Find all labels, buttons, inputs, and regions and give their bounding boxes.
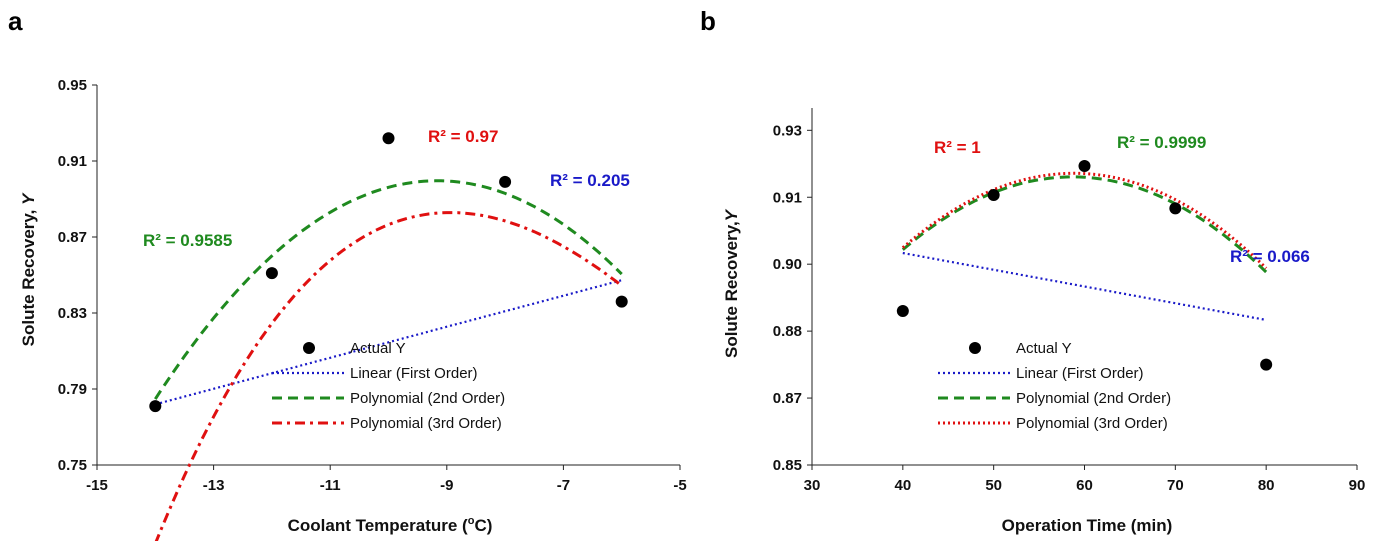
y-tick-label: 0.87 [773, 390, 802, 407]
r2-label: R² = 0.97 [428, 127, 498, 146]
data-point [499, 175, 512, 188]
r2-label: R² = 0.066 [1230, 247, 1310, 266]
x-tick-label: 70 [1167, 477, 1184, 494]
y-axis-title-main: Solute Recovery, [722, 221, 741, 358]
y-tick-label: 0.93 [773, 122, 802, 139]
fit-line-poly2 [154, 179, 623, 400]
y-tick-label: 0.79 [58, 381, 87, 398]
legend: Actual Y Linear (First Order) Polynomial (… [272, 340, 505, 432]
x-axis-title-tail: C) [474, 516, 492, 535]
legend: Actual Y Linear (First Order) Polynomial (… [938, 340, 1171, 432]
data-point [382, 132, 395, 145]
data-point [1260, 358, 1273, 371]
legend-marker-actual [969, 342, 981, 354]
r2-label: R² = 0.9585 [143, 231, 232, 250]
r2-label: R² = 0.9999 [1117, 133, 1206, 152]
x-tick-label: -11 [320, 477, 341, 494]
y-axis-title-var: Y [722, 208, 741, 221]
x-tick-label: -7 [557, 477, 570, 494]
x-tick-label: 30 [804, 477, 821, 494]
data-point [615, 295, 628, 308]
legend-label: Polynomial (3rd Order) [1016, 415, 1168, 432]
y-tick-label: 0.88 [773, 323, 802, 340]
y-axis-title-var: Y [19, 192, 38, 205]
x-axis-title: Operation Time (min) [1002, 516, 1173, 535]
data-point [896, 305, 909, 318]
legend-label: Polynomial (2nd Order) [1016, 390, 1171, 407]
y-axis-title: Solute Recovery,Y [722, 208, 741, 358]
x-axis-title-main: Operation Time (min) [1002, 516, 1173, 535]
x-tick-label: 60 [1076, 477, 1093, 494]
chart-panel-a: a 0.75 0.79 0.83 0.87 0.91 0.95 -15 -13 -11 -9 -7 -5… [8, 6, 687, 541]
legend-label: Linear (First Order) [1016, 365, 1144, 382]
data-point [1169, 202, 1182, 215]
data-point [1078, 160, 1091, 173]
y-axis-title-main: Solute Recovery, [19, 205, 38, 346]
r2-label: R² = 0.205 [550, 171, 630, 190]
x-tick-label: -15 [86, 477, 108, 494]
x-axis-title-sup: o [468, 515, 475, 527]
data-point [149, 400, 162, 413]
r2-label: R² = 1 [934, 138, 981, 157]
fit-line-poly3 [901, 171, 1268, 270]
y-tick-label: 0.85 [773, 457, 802, 474]
x-tick-label: 50 [985, 477, 1002, 494]
x-axis-title-main: Coolant Temperature ( [288, 516, 468, 535]
fit-line-poly2 [901, 175, 1268, 274]
y-tick-label: 0.75 [58, 457, 87, 474]
y-tick-label: 0.91 [58, 153, 87, 170]
y-tick-label: 0.91 [773, 189, 802, 206]
panel-label: a [8, 6, 23, 36]
chart-panel-b: b 0.85 0.87 0.88 0.90 0.91 0.93 30 40 50 60 70 80 90 O… [700, 6, 1365, 535]
legend-label: Polynomial (2nd Order) [350, 390, 505, 407]
x-tick-label: 90 [1349, 477, 1366, 494]
legend-marker-actual [303, 342, 315, 354]
x-tick-label: 40 [894, 477, 911, 494]
x-axis-title: Coolant Temperature (oC) [288, 515, 493, 535]
y-axis-title: Solute Recovery, Y [19, 192, 38, 346]
x-tick-label: -9 [440, 477, 453, 494]
fit-line-linear [902, 251, 1267, 322]
data-point [265, 267, 278, 280]
data-point [987, 189, 1000, 202]
legend-label: Actual Y [350, 340, 406, 357]
panel-label: b [700, 6, 716, 36]
x-tick-label: 80 [1258, 477, 1275, 494]
y-tick-label: 0.83 [58, 305, 87, 322]
legend-label: Linear (First Order) [350, 365, 478, 382]
legend-label: Polynomial (3rd Order) [350, 415, 502, 432]
x-tick-label: -13 [203, 477, 225, 494]
y-tick-label: 0.87 [58, 229, 87, 246]
y-tick-label: 0.90 [773, 256, 802, 273]
x-tick-label: -5 [673, 477, 686, 494]
y-tick-label: 0.95 [58, 77, 87, 94]
legend-label: Actual Y [1016, 340, 1072, 357]
